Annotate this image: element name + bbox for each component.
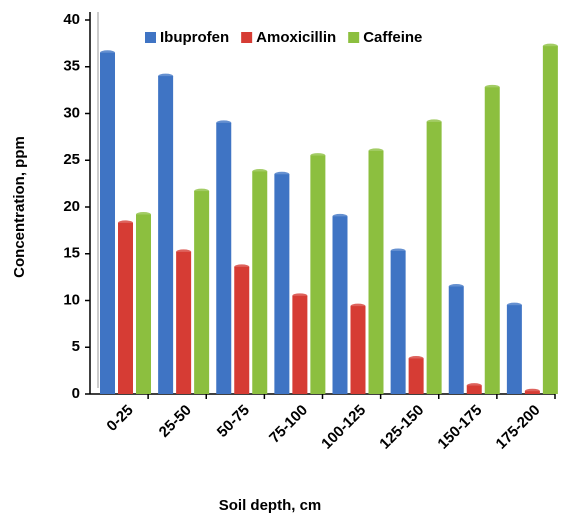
bar bbox=[100, 52, 115, 394]
bar bbox=[216, 122, 232, 394]
bar bbox=[368, 150, 384, 394]
bar-cap bbox=[310, 153, 326, 159]
bar-cap bbox=[234, 264, 250, 270]
x-tick-label: 175-200 bbox=[493, 402, 544, 453]
bar-cap bbox=[136, 211, 151, 217]
x-tick-label: 150-175 bbox=[434, 402, 485, 453]
y-tick-label: 20 bbox=[63, 198, 80, 215]
bar bbox=[234, 266, 250, 394]
bar bbox=[426, 121, 442, 394]
x-tick-label: 125-150 bbox=[376, 402, 427, 453]
legend-swatch bbox=[348, 32, 360, 43]
bar bbox=[506, 305, 522, 394]
legend-swatch bbox=[145, 32, 156, 43]
legend-label: Ibuprofen bbox=[160, 29, 229, 46]
y-tick-label: 30 bbox=[63, 104, 80, 121]
bar-cap bbox=[176, 249, 192, 255]
legend-label: Caffeine bbox=[363, 29, 422, 46]
bar-cap bbox=[274, 171, 290, 177]
legend-label: Amoxicillin bbox=[256, 29, 336, 46]
bar-cap bbox=[100, 50, 115, 56]
bar-cap bbox=[542, 43, 558, 49]
bar bbox=[136, 214, 151, 394]
y-tick-label: 35 bbox=[63, 58, 80, 75]
y-tick-label: 15 bbox=[63, 245, 80, 262]
y-tick-label: 10 bbox=[63, 291, 80, 308]
bar bbox=[118, 222, 133, 394]
y-tick-label: 25 bbox=[63, 151, 80, 168]
y-tick-label: 0 bbox=[72, 385, 80, 402]
bar bbox=[158, 76, 174, 394]
bar bbox=[448, 286, 464, 394]
x-tick-label: 75-100 bbox=[266, 402, 311, 447]
bar-cap bbox=[252, 168, 268, 174]
y-tick-label: 40 bbox=[63, 11, 80, 28]
bar-cap bbox=[368, 148, 384, 154]
bar-cap bbox=[332, 213, 348, 219]
x-tick-label: 100-125 bbox=[318, 402, 369, 453]
bar-cap bbox=[484, 84, 500, 90]
x-tick-label: 50-75 bbox=[214, 402, 253, 441]
bar-cap bbox=[216, 120, 232, 126]
bar-cap bbox=[292, 293, 308, 299]
bar bbox=[292, 295, 308, 394]
bar-cap bbox=[466, 383, 482, 389]
bar bbox=[194, 191, 210, 394]
bar bbox=[390, 250, 406, 394]
y-tick-label: 5 bbox=[72, 338, 80, 355]
bar-cap bbox=[426, 119, 442, 125]
bar bbox=[252, 171, 268, 394]
bar-cap bbox=[194, 188, 210, 194]
bar bbox=[466, 385, 482, 394]
bar-cap bbox=[350, 303, 366, 309]
bar-cap bbox=[118, 220, 133, 226]
x-tick-label: 0-25 bbox=[103, 402, 136, 435]
bar-cap bbox=[408, 355, 424, 361]
bar bbox=[274, 174, 290, 394]
bar bbox=[310, 155, 326, 394]
bar-cap bbox=[390, 248, 406, 254]
y-axis-label: Concentration, ppm bbox=[11, 136, 28, 278]
bar bbox=[332, 216, 348, 394]
bar bbox=[408, 358, 424, 394]
bar-cap bbox=[524, 388, 540, 394]
bar bbox=[176, 251, 192, 394]
bar bbox=[350, 306, 366, 394]
bar-cap bbox=[158, 73, 174, 79]
x-axis-label: Soil depth, cm bbox=[219, 497, 322, 514]
legend-swatch bbox=[241, 32, 253, 43]
bar bbox=[484, 87, 500, 394]
x-tick-label: 25-50 bbox=[156, 402, 195, 441]
bar-cap bbox=[506, 302, 522, 308]
bar bbox=[542, 46, 558, 395]
bar-cap bbox=[448, 283, 464, 289]
